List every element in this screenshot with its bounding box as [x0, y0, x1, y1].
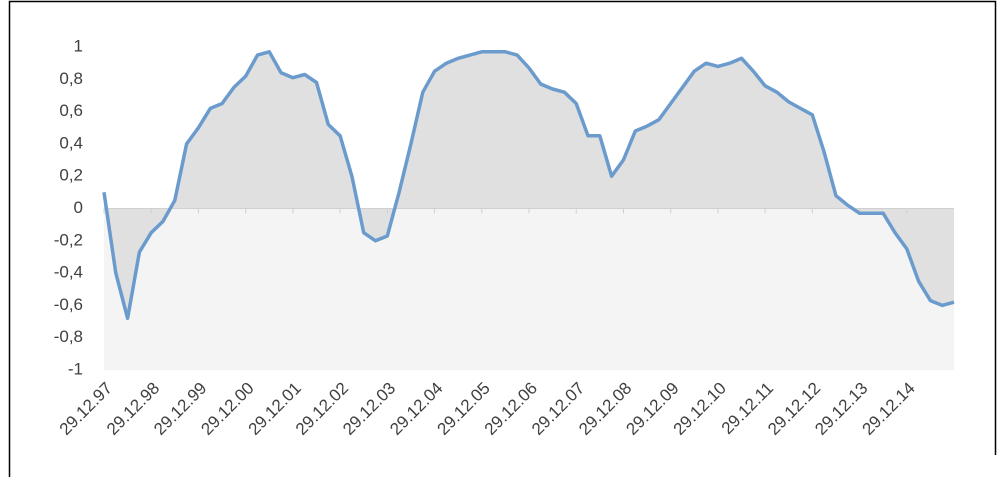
y-tick-label: 0,2: [59, 166, 83, 185]
frame: [8, 0, 997, 477]
y-tick-label: 0: [74, 198, 83, 217]
y-tick-label: 0,4: [59, 133, 83, 152]
y-tick-label: 0,6: [59, 101, 83, 120]
y-tick-label: -1: [68, 359, 83, 378]
y-tick-label: -0,6: [54, 295, 83, 314]
area: [104, 51, 954, 319]
y-tick-label: -0,4: [54, 263, 83, 282]
y-tick-label: -0,8: [54, 327, 83, 346]
negative-region: [104, 208, 954, 370]
y-tick-label: -0,2: [54, 230, 83, 249]
line: [102, 50, 955, 321]
y-tick-label: 0,8: [59, 69, 83, 88]
y-tick-label: 1: [74, 36, 83, 55]
x-tick-label: 29.12.10: [670, 379, 730, 439]
x-tick-label: 29.12.14: [859, 379, 919, 439]
